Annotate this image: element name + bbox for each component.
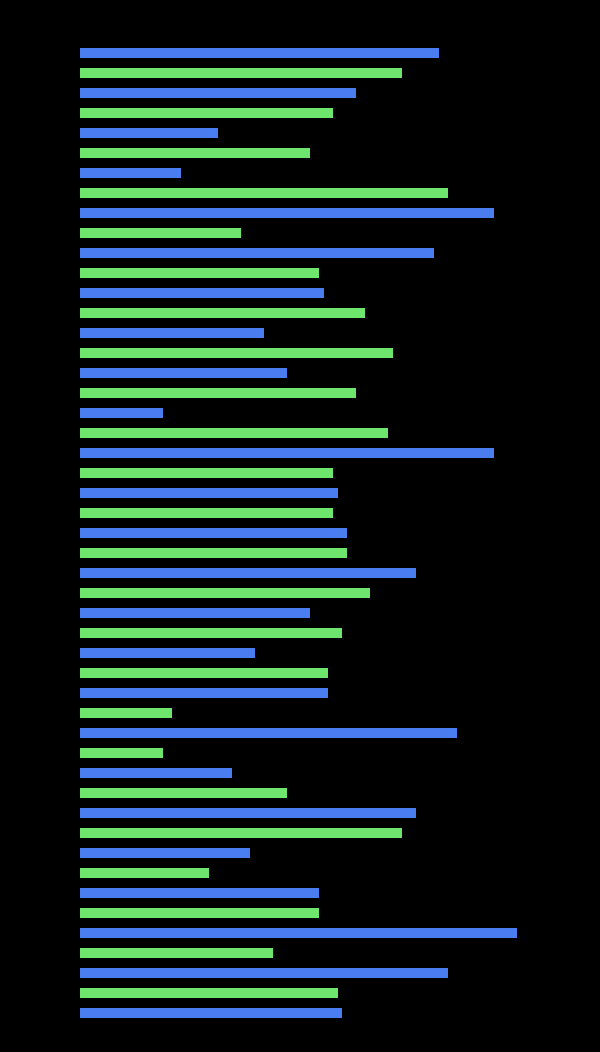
bar — [80, 428, 388, 438]
bar — [80, 168, 181, 178]
bar — [80, 448, 494, 458]
bar — [80, 268, 319, 278]
bar — [80, 308, 365, 318]
bar — [80, 768, 232, 778]
bar — [80, 928, 517, 938]
bar — [80, 708, 172, 718]
bar — [80, 1008, 342, 1018]
bar — [80, 288, 324, 298]
bar — [80, 608, 310, 618]
bar — [80, 588, 370, 598]
bar — [80, 668, 328, 678]
bar — [80, 108, 333, 118]
bar — [80, 208, 494, 218]
bar — [80, 408, 163, 418]
bar — [80, 468, 333, 478]
bar — [80, 128, 218, 138]
bar — [80, 148, 310, 158]
bar — [80, 648, 255, 658]
bar — [80, 48, 439, 58]
bar — [80, 248, 434, 258]
bar — [80, 948, 273, 958]
bar — [80, 328, 264, 338]
bar — [80, 728, 457, 738]
bar — [80, 888, 319, 898]
bar — [80, 808, 416, 818]
bar — [80, 188, 448, 198]
bar — [80, 348, 393, 358]
bar — [80, 488, 338, 498]
bar — [80, 788, 287, 798]
bar — [80, 368, 287, 378]
bar — [80, 508, 333, 518]
bar — [80, 528, 347, 538]
bar — [80, 568, 416, 578]
horizontal-bar-chart — [0, 0, 600, 1052]
bar — [80, 868, 209, 878]
bar — [80, 848, 250, 858]
bar — [80, 68, 402, 78]
bar — [80, 628, 342, 638]
bar — [80, 968, 448, 978]
bar — [80, 908, 319, 918]
bar — [80, 388, 356, 398]
bar — [80, 548, 347, 558]
bar — [80, 828, 402, 838]
bar — [80, 988, 338, 998]
bar — [80, 748, 163, 758]
bar — [80, 688, 328, 698]
bar — [80, 88, 356, 98]
bar — [80, 228, 241, 238]
